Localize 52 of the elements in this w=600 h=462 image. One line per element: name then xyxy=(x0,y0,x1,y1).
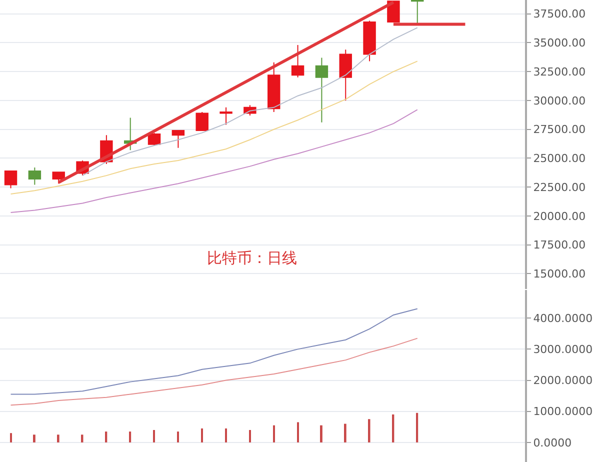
bar xyxy=(225,428,227,442)
candlestick xyxy=(291,44,304,78)
y-tick-label: 0.0000 xyxy=(533,436,572,450)
candlestick xyxy=(411,0,424,25)
candlestick xyxy=(387,0,400,22)
y-tick-label: 37500.00 xyxy=(533,8,586,21)
y-tick-label: 22500.00 xyxy=(533,180,586,194)
y-tick-label: 17500.00 xyxy=(533,238,586,252)
bar xyxy=(10,433,12,442)
line-series xyxy=(10,109,418,214)
candlestick xyxy=(28,166,42,186)
y-tick-label: 25000.00 xyxy=(533,152,586,166)
y-tick-label: 30000.00 xyxy=(533,94,586,108)
candlestick xyxy=(363,20,376,62)
y-tick-label: 27500.00 xyxy=(533,123,586,136)
candlestick xyxy=(196,112,208,132)
y-tick-label: 32500.00 xyxy=(533,65,586,78)
y-tick-label: 1000.0000 xyxy=(533,405,593,418)
bar xyxy=(153,430,155,442)
y-tick-label: 3000.0000 xyxy=(533,343,593,356)
bar xyxy=(344,424,346,442)
candlestick xyxy=(268,62,280,113)
candlestick xyxy=(172,130,185,148)
bar xyxy=(368,419,370,442)
bar xyxy=(33,434,36,442)
bar xyxy=(81,434,84,442)
bar xyxy=(105,432,108,442)
bar xyxy=(249,430,251,442)
bar xyxy=(392,414,394,442)
bar xyxy=(129,432,132,442)
bar xyxy=(320,425,322,442)
candlestick xyxy=(339,49,352,101)
bar xyxy=(416,412,418,442)
line-series xyxy=(10,338,418,406)
candlestick xyxy=(220,106,232,126)
bar xyxy=(297,422,299,442)
bar xyxy=(177,432,179,442)
bar xyxy=(273,425,275,442)
y-tick-label: 35000.00 xyxy=(533,36,586,50)
bar xyxy=(57,434,60,442)
y-tick-label: 15000.00 xyxy=(533,268,586,281)
candlestick xyxy=(4,170,18,189)
annotation: 比特币：日线 xyxy=(207,249,297,267)
line-series xyxy=(82,27,418,176)
y-tick-label: 20000.00 xyxy=(533,210,586,223)
y-tick-label: 4000.0000 xyxy=(533,312,593,325)
candlestick xyxy=(52,172,65,184)
bar xyxy=(201,428,203,442)
line-series xyxy=(10,60,418,195)
line-series xyxy=(10,308,418,395)
y-tick-label: 2000.0000 xyxy=(533,374,593,388)
candlestick xyxy=(315,57,328,123)
